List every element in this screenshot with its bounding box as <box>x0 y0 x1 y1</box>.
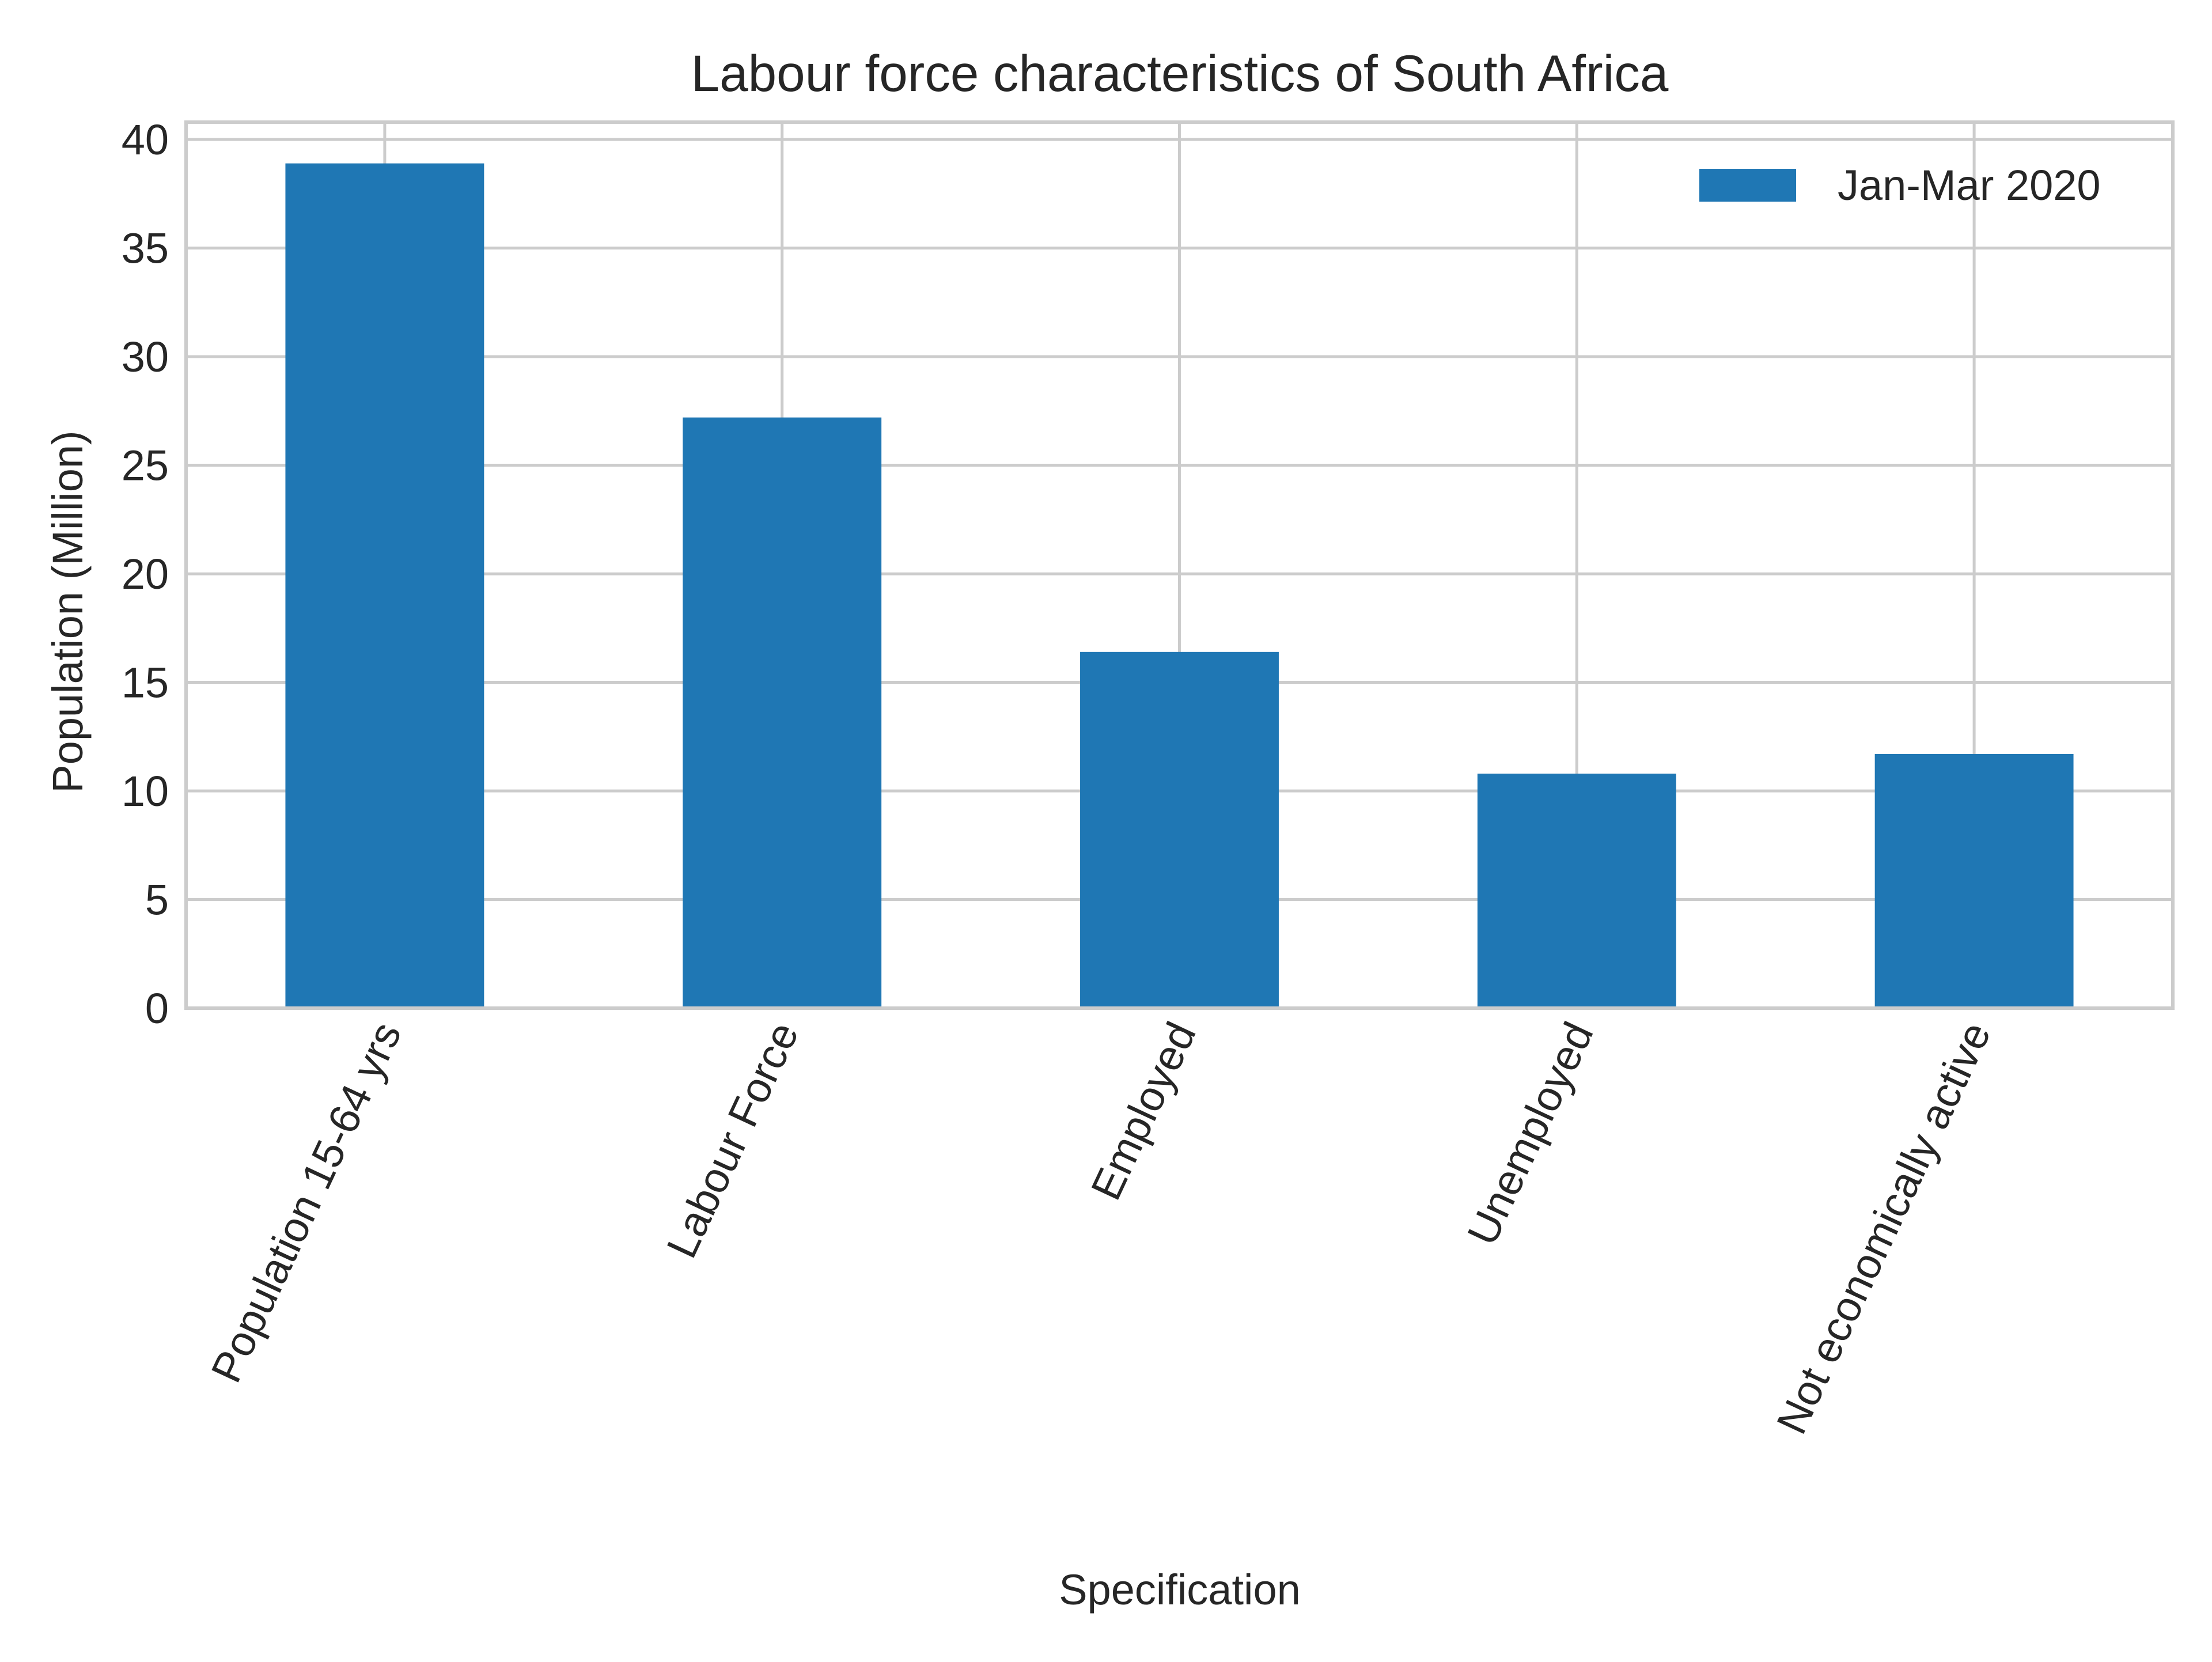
chart-title: Labour force characteristics of South Af… <box>691 44 1669 102</box>
x-tick-label: Employed <box>1082 1015 1205 1207</box>
x-tick-label: Unemployed <box>1458 1015 1603 1252</box>
y-tick-label: 30 <box>122 333 169 381</box>
y-tick-label: 15 <box>122 659 169 707</box>
legend-swatch <box>1699 169 1796 202</box>
y-tick-label: 0 <box>145 985 169 1032</box>
legend-label: Jan-Mar 2020 <box>1838 161 2101 209</box>
bar-population-15-64-yrs <box>285 163 484 1008</box>
legend: Jan-Mar 2020 <box>1699 161 2101 209</box>
y-tick-label: 20 <box>122 550 169 598</box>
y-tick-label: 35 <box>122 225 169 272</box>
y-tick-label: 40 <box>122 116 169 164</box>
bar-labour-force <box>683 417 882 1008</box>
bar-employed <box>1080 652 1279 1008</box>
y-tick-label: 10 <box>122 767 169 815</box>
y-tick-label: 5 <box>145 876 169 924</box>
bar-unemployed <box>1477 773 1676 1008</box>
bar-not-economically-active <box>1874 754 2074 1008</box>
y-axis-label: Population (Million) <box>44 430 92 793</box>
plot-frame <box>184 120 2175 1010</box>
x-axis-label: Specification <box>1059 1566 1301 1614</box>
x-tick-label: Not economically active <box>1767 1015 2000 1441</box>
bars <box>285 163 2074 1008</box>
y-tick-labels: 0 5 10 15 20 25 30 35 40 <box>122 116 169 1032</box>
x-tick-label: Labour Force <box>657 1015 808 1265</box>
x-tick-labels: Population 15-64 yrs Labour Force Employed… <box>202 1015 1999 1441</box>
x-tick-label: Population 15-64 yrs <box>202 1015 410 1390</box>
y-tick-label: 25 <box>122 442 169 490</box>
